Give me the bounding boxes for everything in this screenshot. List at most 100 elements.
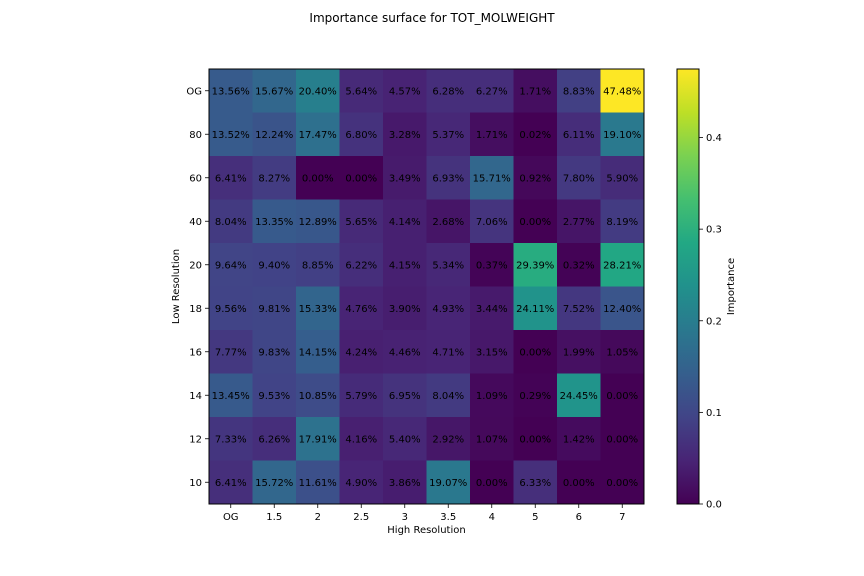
cell-value-label: 0.00%: [345, 173, 377, 184]
y-tick-label: 16: [189, 347, 202, 358]
cell-value-label: 0.00%: [519, 434, 551, 445]
cell-value-label: 9.40%: [258, 260, 290, 271]
heatmap-cell: [513, 417, 558, 461]
heatmap-cell: [252, 199, 297, 244]
cell-value-label: 8.04%: [432, 391, 464, 402]
heatmap-cell: [252, 243, 297, 287]
y-axis-label: Low Resolution: [171, 249, 182, 324]
cell-value-label: 0.02%: [519, 130, 551, 141]
heatmap-cell: [252, 156, 297, 200]
heatmap-cell: [557, 156, 601, 200]
cell-value-label: 6.28%: [432, 86, 464, 97]
cell-value-label: 9.64%: [215, 260, 247, 271]
heatmap-cell: [426, 460, 471, 505]
heatmap-cell: [209, 286, 253, 331]
y-axis: OG 80 60 40 20 18 16 14 12 10: [186, 86, 209, 489]
cell-value-label: 6.93%: [432, 173, 464, 184]
heatmap-cell: [296, 156, 340, 200]
heatmap-cell: [296, 460, 340, 505]
cell-value-label: 28.21%: [603, 260, 641, 271]
cell-value-label: 2.92%: [432, 434, 464, 445]
cell-value-label: 11.61%: [299, 478, 337, 489]
heatmap-cell: [339, 373, 384, 418]
y-tick-label: 60: [189, 173, 202, 184]
cell-value-label: 4.57%: [389, 86, 421, 97]
cell-value-label: 13.52%: [212, 130, 250, 141]
heatmap-cell: [600, 112, 645, 157]
heatmap-cell: [252, 330, 297, 374]
cell-value-label: 0.00%: [476, 478, 508, 489]
cell-value-label: 12.40%: [603, 304, 641, 315]
cell-value-label: 0.29%: [519, 391, 551, 402]
cell-value-label: 5.90%: [606, 173, 638, 184]
heatmap-cell: [383, 69, 427, 113]
heatmap-cell: [426, 373, 471, 418]
heatmap-cell: [557, 243, 601, 287]
cell-value-label: 4.24%: [345, 347, 377, 358]
cell-value-label: 7.80%: [563, 173, 595, 184]
heatmap-cell: [209, 243, 253, 287]
cell-value-label: 15.67%: [255, 86, 293, 97]
heatmap-cell: [426, 417, 471, 461]
heatmap-cell: [383, 286, 427, 331]
heatmap-cell: [470, 199, 514, 244]
cell-value-label: 0.00%: [606, 478, 638, 489]
cell-value-label: 13.45%: [212, 391, 250, 402]
heatmap-cell: [513, 460, 558, 505]
heatmap-cell-labels: 13.56% 15.67% 20.40% 5.64% 4.57% 6.28% 6.27% 1.…: [212, 86, 642, 489]
cell-value-label: 6.80%: [345, 130, 377, 141]
cell-value-label: 6.22%: [345, 260, 377, 271]
cell-value-label: 24.11%: [516, 304, 554, 315]
cell-value-label: 8.19%: [606, 217, 638, 228]
heatmap-cell: [513, 243, 558, 287]
cell-value-label: 4.90%: [345, 478, 377, 489]
heatmap-cell: [296, 112, 340, 157]
cell-value-label: 4.14%: [389, 217, 421, 228]
cell-value-label: 0.00%: [519, 347, 551, 358]
heatmap-cell: [470, 373, 514, 418]
heatmap-cell: [513, 156, 558, 200]
cell-value-label: 3.86%: [389, 478, 421, 489]
heatmap-cell: [209, 417, 253, 461]
cell-value-label: 7.06%: [476, 217, 508, 228]
heatmap-cell: [513, 112, 558, 157]
cell-value-label: 4.46%: [389, 347, 421, 358]
x-tick-label: 2: [315, 512, 321, 523]
cell-value-label: 5.79%: [345, 391, 377, 402]
heatmap-cell: [339, 112, 384, 157]
cell-value-label: 1.07%: [476, 434, 508, 445]
heatmap-cell: [209, 460, 253, 505]
colorbar-tick-label: 0.1: [706, 408, 722, 419]
cell-value-label: 12.89%: [299, 217, 337, 228]
heatmap-cell: [470, 460, 514, 505]
cell-value-label: 1.71%: [519, 86, 551, 97]
cell-value-label: 6.26%: [258, 434, 290, 445]
heatmap-cell: [557, 286, 601, 331]
y-tick-label: 40: [189, 217, 202, 228]
cell-value-label: 19.10%: [603, 130, 641, 141]
heatmap-cell: [339, 286, 384, 331]
heatmap-cell: [383, 330, 427, 374]
heatmap-cell: [426, 112, 471, 157]
heatmap-cell: [383, 373, 427, 418]
colorbar: [676, 68, 700, 505]
cell-value-label: 9.56%: [215, 304, 247, 315]
cell-value-label: 6.95%: [389, 391, 421, 402]
heatmap-cells: [209, 69, 645, 505]
cell-value-label: 0.00%: [606, 391, 638, 402]
cell-value-label: 1.99%: [563, 347, 595, 358]
heatmap-cell: [513, 199, 558, 244]
heatmap-cell: [600, 460, 645, 505]
cell-value-label: 13.35%: [255, 217, 293, 228]
y-tick-label: OG: [186, 86, 202, 97]
heatmap-cell: [209, 373, 253, 418]
heatmap-cell: [426, 286, 471, 331]
heatmap-cell: [339, 199, 384, 244]
cell-value-label: 3.90%: [389, 304, 421, 315]
heatmap-cell: [470, 156, 514, 200]
y-tick-label: 80: [189, 130, 202, 141]
heatmap-cell: [513, 330, 558, 374]
cell-value-label: 3.49%: [389, 173, 421, 184]
cell-value-label: 24.45%: [560, 391, 598, 402]
